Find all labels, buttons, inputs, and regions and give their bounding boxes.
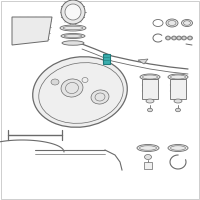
Ellipse shape xyxy=(60,25,86,31)
Ellipse shape xyxy=(176,108,180,112)
Ellipse shape xyxy=(137,144,159,152)
Bar xyxy=(102,54,110,64)
Ellipse shape xyxy=(51,79,59,85)
Ellipse shape xyxy=(174,99,182,103)
Ellipse shape xyxy=(182,20,192,26)
Ellipse shape xyxy=(182,36,186,40)
Bar xyxy=(142,79,158,99)
Ellipse shape xyxy=(61,79,83,97)
Bar xyxy=(144,162,152,169)
Ellipse shape xyxy=(144,154,152,160)
Ellipse shape xyxy=(148,108,153,112)
Ellipse shape xyxy=(140,74,160,80)
Ellipse shape xyxy=(65,4,81,20)
Ellipse shape xyxy=(146,99,154,103)
Ellipse shape xyxy=(188,36,192,40)
Ellipse shape xyxy=(168,74,188,80)
Ellipse shape xyxy=(61,33,85,38)
Polygon shape xyxy=(138,59,148,64)
Ellipse shape xyxy=(166,19,178,27)
Polygon shape xyxy=(12,17,52,45)
Ellipse shape xyxy=(91,90,109,104)
Ellipse shape xyxy=(166,36,170,40)
Ellipse shape xyxy=(61,0,85,24)
Ellipse shape xyxy=(168,144,188,152)
Ellipse shape xyxy=(177,36,182,40)
Ellipse shape xyxy=(172,36,177,40)
Bar xyxy=(170,79,186,99)
Ellipse shape xyxy=(33,57,127,127)
Ellipse shape xyxy=(62,41,84,45)
